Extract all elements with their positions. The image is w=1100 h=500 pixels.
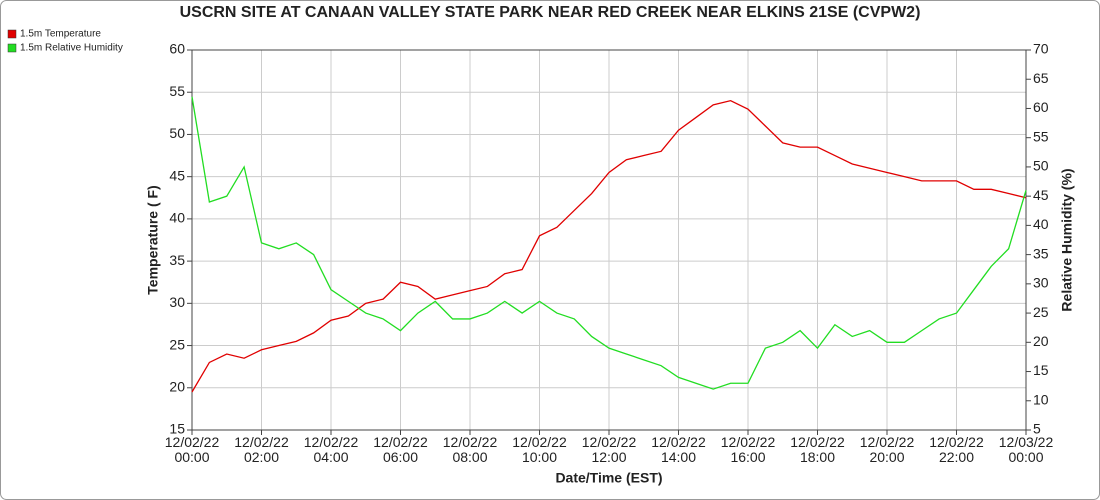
legend-swatch: [7, 43, 17, 53]
x-tick-label: 12/03/22 00:00: [998, 434, 1054, 465]
x-tick-label: 12/02/22 10:00: [512, 434, 567, 465]
y2-tick-label: 40: [1033, 216, 1049, 232]
x-tick-label: 12/02/22 08:00: [442, 434, 498, 465]
series-line: [191, 96, 1027, 390]
y2-tick-label: 60: [1033, 99, 1049, 115]
legend-label: 1.5m Relative Humidity: [20, 43, 123, 54]
y-tick-label: 35: [169, 252, 185, 268]
legend-swatch: [7, 29, 17, 39]
x-tick-label: 12/02/22 18:00: [790, 434, 845, 465]
x-tick-label: 12/02/22 12:00: [581, 434, 637, 465]
x-tick-label: 12/02/22 02:00: [234, 434, 289, 465]
y-tick-label: 55: [169, 83, 185, 99]
y-tick-label: 15: [169, 421, 185, 437]
x-tick-label: 12/02/22 22:00: [929, 434, 984, 465]
x-tick-label: 12/02/22 14:00: [651, 434, 706, 465]
y2-tick-label: 35: [1033, 245, 1049, 261]
y2-tick-label: 10: [1033, 391, 1049, 407]
series-line: [191, 99, 1027, 393]
x-tick-label: 12/02/22 04:00: [303, 434, 359, 465]
y2-tick-label: 65: [1033, 70, 1049, 86]
y2-tick-label: 25: [1033, 304, 1049, 320]
y-tick-label: 20: [169, 378, 185, 394]
y-tick-label: 45: [169, 167, 185, 183]
y2-tick-label: 45: [1033, 187, 1049, 203]
y2-tick-label: 20: [1033, 333, 1049, 349]
x-axis-label: Date/Time (EST): [555, 470, 662, 486]
y2-tick-label: 55: [1033, 128, 1049, 144]
y-axis-label: Temperature ( F): [145, 185, 161, 294]
y-tick-label: 40: [169, 210, 185, 226]
x-tick-label: 12/02/22 20:00: [859, 434, 915, 465]
y2-axis-label: Relative Humidity (%): [1059, 168, 1075, 311]
plot-border: [191, 49, 1027, 431]
legend-label: 1.5m Temperature: [20, 29, 101, 40]
y2-tick-label: 50: [1033, 158, 1049, 174]
y2-tick-label: 5: [1033, 421, 1041, 437]
y2-tick-label: 15: [1033, 362, 1049, 378]
x-tick-label: 12/02/22 16:00: [720, 434, 776, 465]
y-tick-label: 50: [169, 125, 185, 141]
x-tick-label: 12/02/22 00:00: [164, 434, 220, 465]
y-tick-label: 30: [169, 294, 185, 310]
chart-title: USCRN SITE AT CANAAN VALLEY STATE PARK N…: [180, 4, 921, 21]
x-tick-label: 12/02/22 06:00: [373, 434, 428, 465]
y2-tick-label: 70: [1033, 41, 1049, 57]
y-tick-label: 60: [169, 41, 185, 57]
y-tick-label: 25: [169, 336, 185, 352]
y2-tick-label: 30: [1033, 275, 1049, 291]
